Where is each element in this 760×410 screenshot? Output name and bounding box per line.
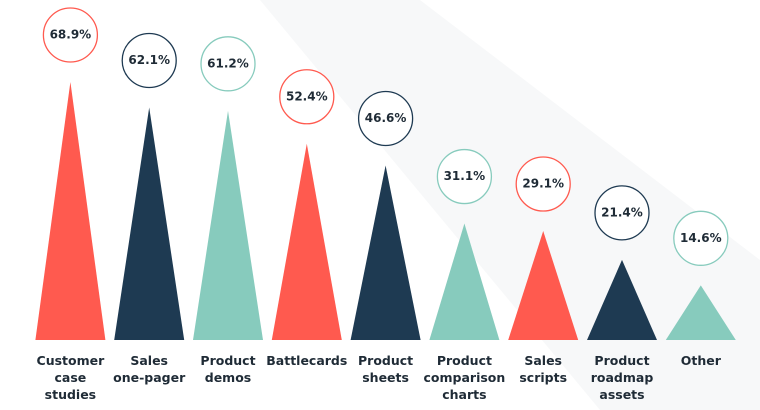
category-label: Other (680, 353, 721, 368)
value-badge (200, 36, 256, 92)
bar (665, 285, 736, 340)
category-label: Product sheets (358, 353, 414, 385)
value-badge (436, 148, 493, 205)
value-label: 29.1% (522, 177, 564, 191)
category-label: Sales one-pager (113, 353, 186, 385)
bar (35, 82, 106, 340)
bar (429, 223, 500, 340)
bar (193, 110, 263, 340)
bar (114, 107, 185, 341)
value-badge (673, 210, 729, 266)
category-label: Product comparison charts (423, 353, 506, 402)
category-label: Product demos (200, 353, 256, 385)
value-label: 31.1% (444, 169, 486, 183)
value-label: 52.4% (286, 89, 328, 103)
value-badge (279, 69, 335, 125)
value-badge (121, 32, 177, 89)
value-badge (515, 156, 571, 212)
value-label: 62.1% (128, 53, 170, 67)
bar (508, 231, 579, 340)
value-label: 46.6% (365, 111, 407, 125)
value-label: 68.9% (50, 28, 92, 42)
background-shape (260, 0, 760, 410)
bar (350, 165, 421, 340)
value-badge (594, 185, 650, 241)
value-label: 14.6% (680, 231, 722, 245)
category-label: Customer case studies (36, 353, 105, 402)
value-label: 21.4% (601, 205, 643, 219)
bar (587, 259, 657, 340)
value-label: 61.2% (207, 56, 249, 70)
bar (271, 143, 342, 340)
category-label: Product roadmap assets (590, 353, 654, 402)
value-badge (42, 7, 99, 63)
category-label: Battlecards (266, 353, 348, 368)
value-badge (357, 90, 414, 147)
category-label: Sales scripts (519, 353, 568, 385)
